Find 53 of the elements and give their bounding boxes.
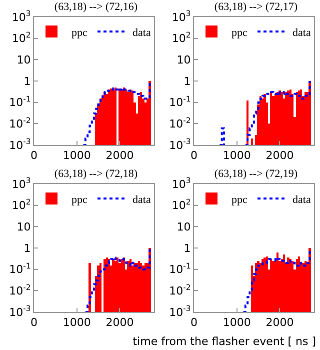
chart-title: (63,18) --> (72,18): [54, 168, 138, 180]
y-tick-label: 1: [184, 242, 191, 255]
y-tick-label: 10$^{-3}$: [169, 137, 191, 152]
y-tick-label: 10: [176, 54, 191, 67]
y-tick-label: 10: [176, 220, 191, 234]
y-tick-label: 10$^{-3}$: [9, 137, 31, 152]
chart-title: (63,18) --> (72,19): [214, 168, 298, 180]
legend-label: data: [292, 26, 311, 39]
y-tick-label: 10$^{-1}$: [9, 94, 31, 110]
y-tick-label: 10$^{-2}$: [9, 282, 31, 298]
y-tick-label: 10$^{2}$: [12, 30, 31, 46]
y-tick-label: 10$^{-2}$: [169, 282, 191, 298]
y-tick-label: 10$^{-1}$: [169, 94, 191, 110]
y-tick-label: 10$^{-1}$: [9, 262, 31, 276]
y-tick-label: 10$^{-3}$: [9, 304, 31, 319]
y-tick-label: 1: [24, 74, 31, 88]
x-tick-label: 0: [30, 316, 38, 330]
y-tick-label: 10: [16, 220, 31, 234]
y-tick-label: 10$^{3}$: [172, 9, 191, 24]
legend-label: data: [292, 194, 311, 206]
legend-label: ppc: [232, 194, 248, 206]
y-tick-label: 1: [184, 74, 191, 88]
y-tick-label: 1: [24, 242, 31, 255]
y-tick-label: 10: [16, 54, 31, 67]
y-tick-label: 10$^{3}$: [172, 176, 191, 191]
x-tick-label: 0: [190, 316, 198, 330]
y-tick-label: 10$^{-2}$: [169, 116, 191, 131]
x-tick-label: 2000: [266, 149, 294, 162]
legend-label: ppc: [72, 26, 88, 39]
chart-title: (63,18) --> (72,16): [54, 1, 138, 14]
y-tick-label: 10$^{3}$: [12, 9, 31, 24]
x-tick-label: 1000: [62, 316, 91, 330]
legend-label: data: [132, 26, 151, 39]
y-tick-label: 10$^{2}$: [172, 30, 191, 46]
x-tick-label: 2000: [106, 316, 134, 330]
x-tick-label: 0: [190, 149, 198, 162]
y-tick-label: 10$^{3}$: [12, 176, 31, 191]
x-tick-label: 1000: [62, 149, 91, 162]
x-axis-title: time from the flasher event [ ns ]: [132, 334, 317, 350]
legend-label: data: [132, 194, 151, 206]
x-tick-label: 2000: [266, 316, 294, 330]
x-tick-label: 1000: [222, 149, 251, 162]
x-tick-label: 1000: [222, 316, 251, 330]
legend-label: ppc: [72, 194, 88, 206]
x-tick-label: 0: [30, 149, 38, 162]
y-tick-label: 10$^{-2}$: [9, 116, 31, 131]
legend-label: ppc: [232, 26, 248, 39]
y-tick-label: 10$^{-3}$: [169, 304, 191, 319]
chart-title: (63,18) --> (72,17): [214, 1, 298, 14]
x-tick-label: 2000: [106, 149, 134, 162]
y-tick-label: 10$^{2}$: [172, 198, 191, 212]
y-tick-label: 10$^{2}$: [12, 198, 31, 212]
y-tick-label: 10$^{-1}$: [169, 262, 191, 276]
